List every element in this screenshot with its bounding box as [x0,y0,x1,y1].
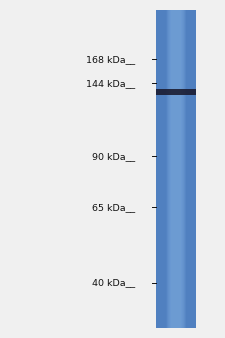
Bar [167,10,185,328]
Bar [156,89,196,95]
Bar [173,10,179,328]
Bar [175,10,177,328]
Bar [173,10,179,328]
Text: 90 kDa__: 90 kDa__ [92,152,135,161]
Bar [169,10,183,328]
Bar [171,10,181,328]
Bar [171,10,181,328]
Bar [172,10,180,328]
Bar [169,10,183,328]
Bar [175,10,177,328]
Bar [156,10,196,328]
Bar [168,10,184,328]
Bar [168,10,184,328]
Bar [168,10,184,328]
Bar [166,10,186,328]
Bar [166,10,186,328]
Bar [170,10,182,328]
Bar [171,10,182,328]
Bar [172,10,180,328]
Bar [172,10,180,328]
Bar [170,10,182,328]
Bar [169,10,183,328]
Bar [167,10,185,328]
Bar [174,10,178,328]
Text: 168 kDa__: 168 kDa__ [86,55,135,64]
Bar [169,10,184,328]
Text: 40 kDa__: 40 kDa__ [92,279,135,288]
Bar [173,10,179,328]
Bar [176,10,177,328]
Text: 144 kDa__: 144 kDa__ [86,79,135,88]
Text: 65 kDa__: 65 kDa__ [92,203,135,212]
Bar [171,10,181,328]
Bar [174,10,178,328]
Bar [174,10,178,328]
